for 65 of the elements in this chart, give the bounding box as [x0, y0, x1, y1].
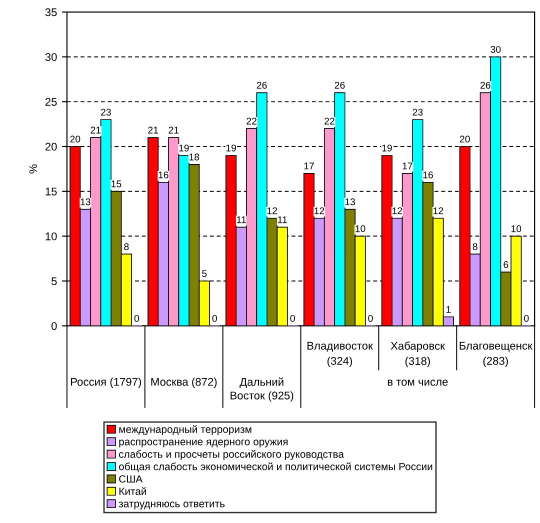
data-label: 1: [446, 306, 451, 313]
data-label: 16: [423, 171, 433, 178]
data-label: 22: [324, 118, 334, 124]
data-label: 11: [236, 216, 246, 224]
data-label: 30: [490, 46, 501, 53]
data-label: 8: [124, 243, 129, 250]
data-label: 22: [246, 118, 256, 124]
data-label: 0: [212, 314, 217, 322]
data-label: 15: [112, 180, 122, 188]
y-tick-label: 30: [45, 53, 57, 61]
x-tick-label: Благовещенск (283): [460, 342, 532, 368]
y-axis-title: %: [29, 164, 38, 174]
data-label: 5: [202, 270, 207, 277]
data-label: 10: [511, 225, 522, 232]
data-label: 26: [256, 82, 267, 89]
data-label: 12: [314, 207, 324, 214]
legend-label: международный терроризм: [119, 425, 252, 436]
data-label: 11: [278, 216, 287, 224]
data-label: 19: [179, 144, 189, 152]
data-label: 0: [524, 314, 529, 322]
x-tick-label: Хабаровск (318): [390, 342, 445, 368]
data-label: 13: [80, 198, 90, 206]
x-tick-label: Москва (872): [151, 378, 217, 388]
data-label: 23: [101, 108, 111, 116]
y-tick-label: 20: [45, 142, 57, 151]
data-label: 21: [148, 126, 158, 134]
legend-label: распространение ядерного оружия: [119, 440, 288, 448]
y-tick-label: 25: [45, 98, 57, 106]
legend-label: слабость и просчеты российского руководства: [119, 450, 344, 460]
data-label: 12: [392, 207, 402, 214]
data-label: 12: [267, 207, 277, 214]
y-tick-label: 10: [46, 232, 57, 240]
data-label: 13: [345, 198, 355, 206]
data-label: 20: [460, 136, 470, 143]
data-label: 8: [472, 243, 478, 250]
y-tick-label: 35: [45, 8, 57, 16]
data-label: 20: [70, 136, 80, 143]
y-tick-label: 5: [52, 277, 57, 286]
data-label: 16: [158, 171, 168, 178]
y-tick-label: 15: [46, 188, 57, 196]
data-label: 0: [290, 314, 295, 322]
data-label: 19: [226, 144, 236, 152]
y-tick-label: 0: [51, 322, 57, 330]
data-label: 18: [189, 154, 200, 160]
legend-label: общая слабость экономической и политической системы России: [119, 462, 432, 472]
data-label: 17: [402, 162, 412, 170]
data-label: 26: [480, 82, 490, 89]
legend-label: затрудняюсь ответить: [118, 502, 225, 510]
data-label: 17: [304, 162, 314, 170]
data-label: 0: [368, 314, 373, 322]
x-tick-label: Дальний Восток (925): [230, 378, 294, 402]
data-label: 0: [134, 314, 140, 322]
text: в том числе: [388, 380, 448, 386]
data-label: 21: [168, 126, 179, 134]
data-label: 23: [412, 108, 423, 116]
data-label: 12: [434, 207, 444, 214]
legend-label: Китай: [119, 487, 146, 496]
data-label: 26: [334, 82, 345, 89]
legend-label: США: [119, 475, 143, 483]
data-label: 6: [504, 261, 508, 268]
x-tick-label: Россия (1797): [71, 378, 142, 388]
data-label: 21: [90, 126, 101, 134]
x-tick-label: Владивосток (324): [308, 342, 373, 368]
data-label: 10: [356, 225, 366, 232]
data-label: 19: [382, 144, 392, 152]
